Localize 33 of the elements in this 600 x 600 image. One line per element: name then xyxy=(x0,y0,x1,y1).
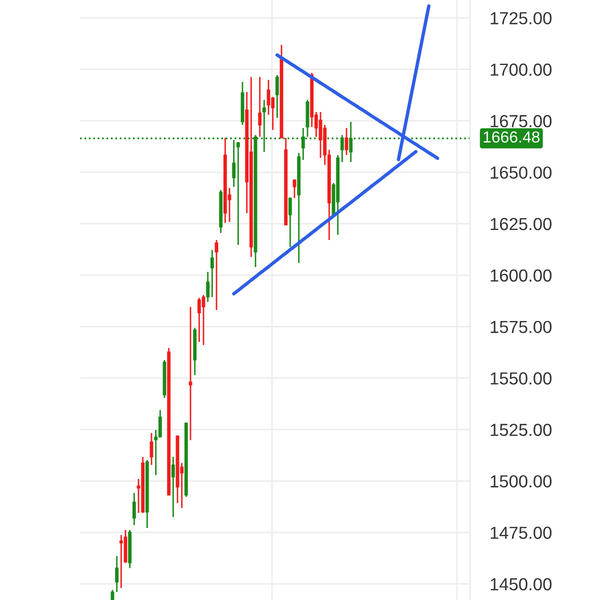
candlestick xyxy=(115,555,119,593)
y-tick-label: 1575.00 xyxy=(490,320,552,334)
candlestick xyxy=(214,239,218,311)
y-tick-label: 1600.00 xyxy=(490,269,552,282)
y-tick-label: 1450.00 xyxy=(490,578,552,590)
y-tick-label: 1525.00 xyxy=(490,424,552,436)
candlestick xyxy=(188,306,192,441)
candlestick xyxy=(206,271,210,303)
y-tick-label: 1475.00 xyxy=(490,526,552,539)
candlestick xyxy=(197,297,201,343)
candlestick xyxy=(202,294,206,346)
candlestick xyxy=(275,74,279,119)
candlestick xyxy=(132,492,136,526)
y-tick-label: 1700.00 xyxy=(490,64,552,76)
candlestick xyxy=(236,141,240,246)
y-tick-label: 1675.00 xyxy=(490,114,552,128)
candlestick xyxy=(288,197,292,248)
ref-line-label: 1666.48 xyxy=(484,131,540,143)
y-tick-label: 1500.00 xyxy=(490,475,552,488)
candlestick xyxy=(171,456,175,518)
candlestick xyxy=(344,127,348,156)
candlestick xyxy=(119,534,123,589)
y-tick-label: 1625.00 xyxy=(490,218,552,230)
y-tick-label: 1650.00 xyxy=(490,166,552,179)
candlestick xyxy=(258,76,262,138)
y-tick-label: 1550.00 xyxy=(490,372,552,385)
y-tick-label: 1725.00 xyxy=(490,12,552,24)
candlestick xyxy=(232,139,236,188)
candlestick xyxy=(158,409,162,438)
candlestick xyxy=(210,249,214,298)
candlestick xyxy=(110,589,114,600)
candlestick xyxy=(340,134,344,163)
candlestick xyxy=(292,179,296,199)
